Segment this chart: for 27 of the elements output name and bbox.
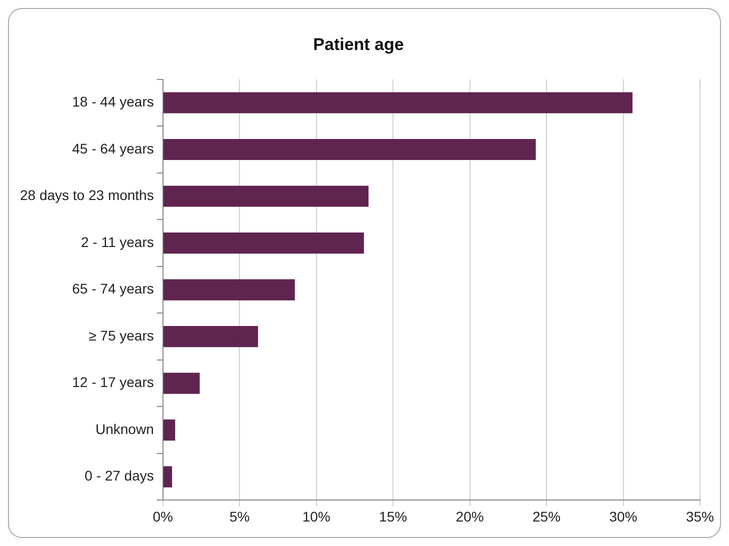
bar — [163, 326, 258, 348]
x-tick-label: 10% — [302, 508, 330, 524]
chart-title: Patient age — [313, 34, 404, 54]
x-tick-label: 0% — [152, 508, 173, 524]
y-tick-label: 28 days to 23 months — [20, 187, 154, 204]
bar — [163, 466, 172, 488]
y-tick-label: 0 - 27 days — [84, 468, 154, 484]
x-tick-label: 30% — [609, 508, 638, 524]
bar — [163, 420, 176, 441]
x-tick-label: 15% — [379, 508, 408, 524]
bar — [163, 92, 632, 114]
x-tick-label: 20% — [456, 508, 484, 524]
bar — [163, 139, 536, 160]
y-tick-label: 45 - 64 years — [72, 140, 154, 156]
y-tick-label: Unknown — [95, 420, 154, 437]
y-tick-label: ≥ 75 years — [88, 327, 154, 344]
y-tick-label: 65 - 74 years — [72, 280, 154, 297]
bar — [163, 279, 295, 300]
x-tick-label: 35% — [686, 508, 714, 524]
x-tick-label: 5% — [229, 508, 250, 524]
y-tick-label: 2 - 11 years — [80, 234, 154, 250]
bar — [163, 232, 364, 254]
x-tick-label: 25% — [532, 508, 561, 524]
bar — [163, 186, 369, 207]
bar — [163, 372, 200, 394]
y-tick-label: 18 - 44 years — [72, 94, 154, 110]
y-tick-label: 12 - 17 years — [72, 374, 154, 390]
